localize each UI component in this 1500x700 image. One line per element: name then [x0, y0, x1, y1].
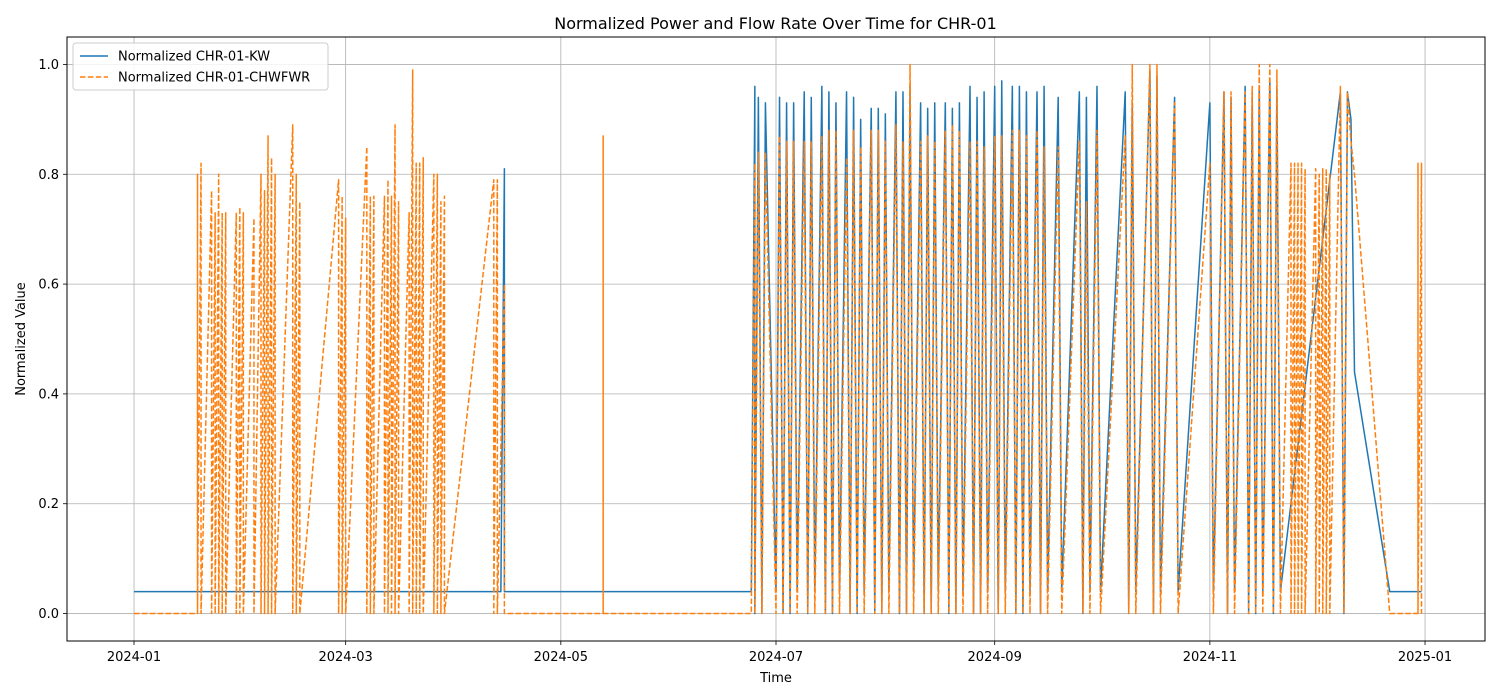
y-tick-label: 1.0	[38, 58, 59, 73]
x-tick-label: 2024-05	[534, 650, 588, 665]
x-tick-label: 2024-01	[107, 650, 161, 665]
y-axis-label: Normalized Value	[14, 282, 29, 396]
legend-label-chwfwr: Normalized CHR-01-CHWFWR	[118, 71, 310, 86]
y-tick-label: 0.0	[38, 607, 59, 622]
y-tick-label: 0.8	[38, 168, 59, 183]
x-tick-label: 2024-09	[968, 650, 1022, 665]
legend-label-kw: Normalized CHR-01-KW	[118, 50, 270, 65]
x-tick-label: 2024-11	[1183, 650, 1237, 665]
x-axis-label: Time	[759, 671, 792, 686]
x-axis-ticks: 2024-01 2024-03 2024-05 2024-07 2024-09 2024-…	[107, 641, 1452, 665]
legend: Normalized CHR-01-KW Normalized CHR-01-C…	[72, 42, 329, 91]
legend-box	[72, 42, 329, 91]
x-tick-label: 2024-03	[318, 650, 372, 665]
x-tick-label: 2024-07	[749, 650, 803, 665]
grid	[67, 37, 1485, 641]
x-tick-label: 2025-01	[1398, 650, 1452, 665]
y-tick-label: 0.6	[38, 278, 59, 293]
y-axis-ticks: 0.0 0.2 0.4 0.6 0.8 1.0	[38, 58, 67, 622]
y-tick-label: 0.4	[38, 387, 59, 402]
y-tick-label: 0.2	[38, 497, 59, 512]
series-line-chwfwr	[134, 63, 1423, 615]
chart-title: Normalized Power and Flow Rate Over Time…	[554, 14, 997, 33]
series-layer	[134, 63, 1423, 615]
